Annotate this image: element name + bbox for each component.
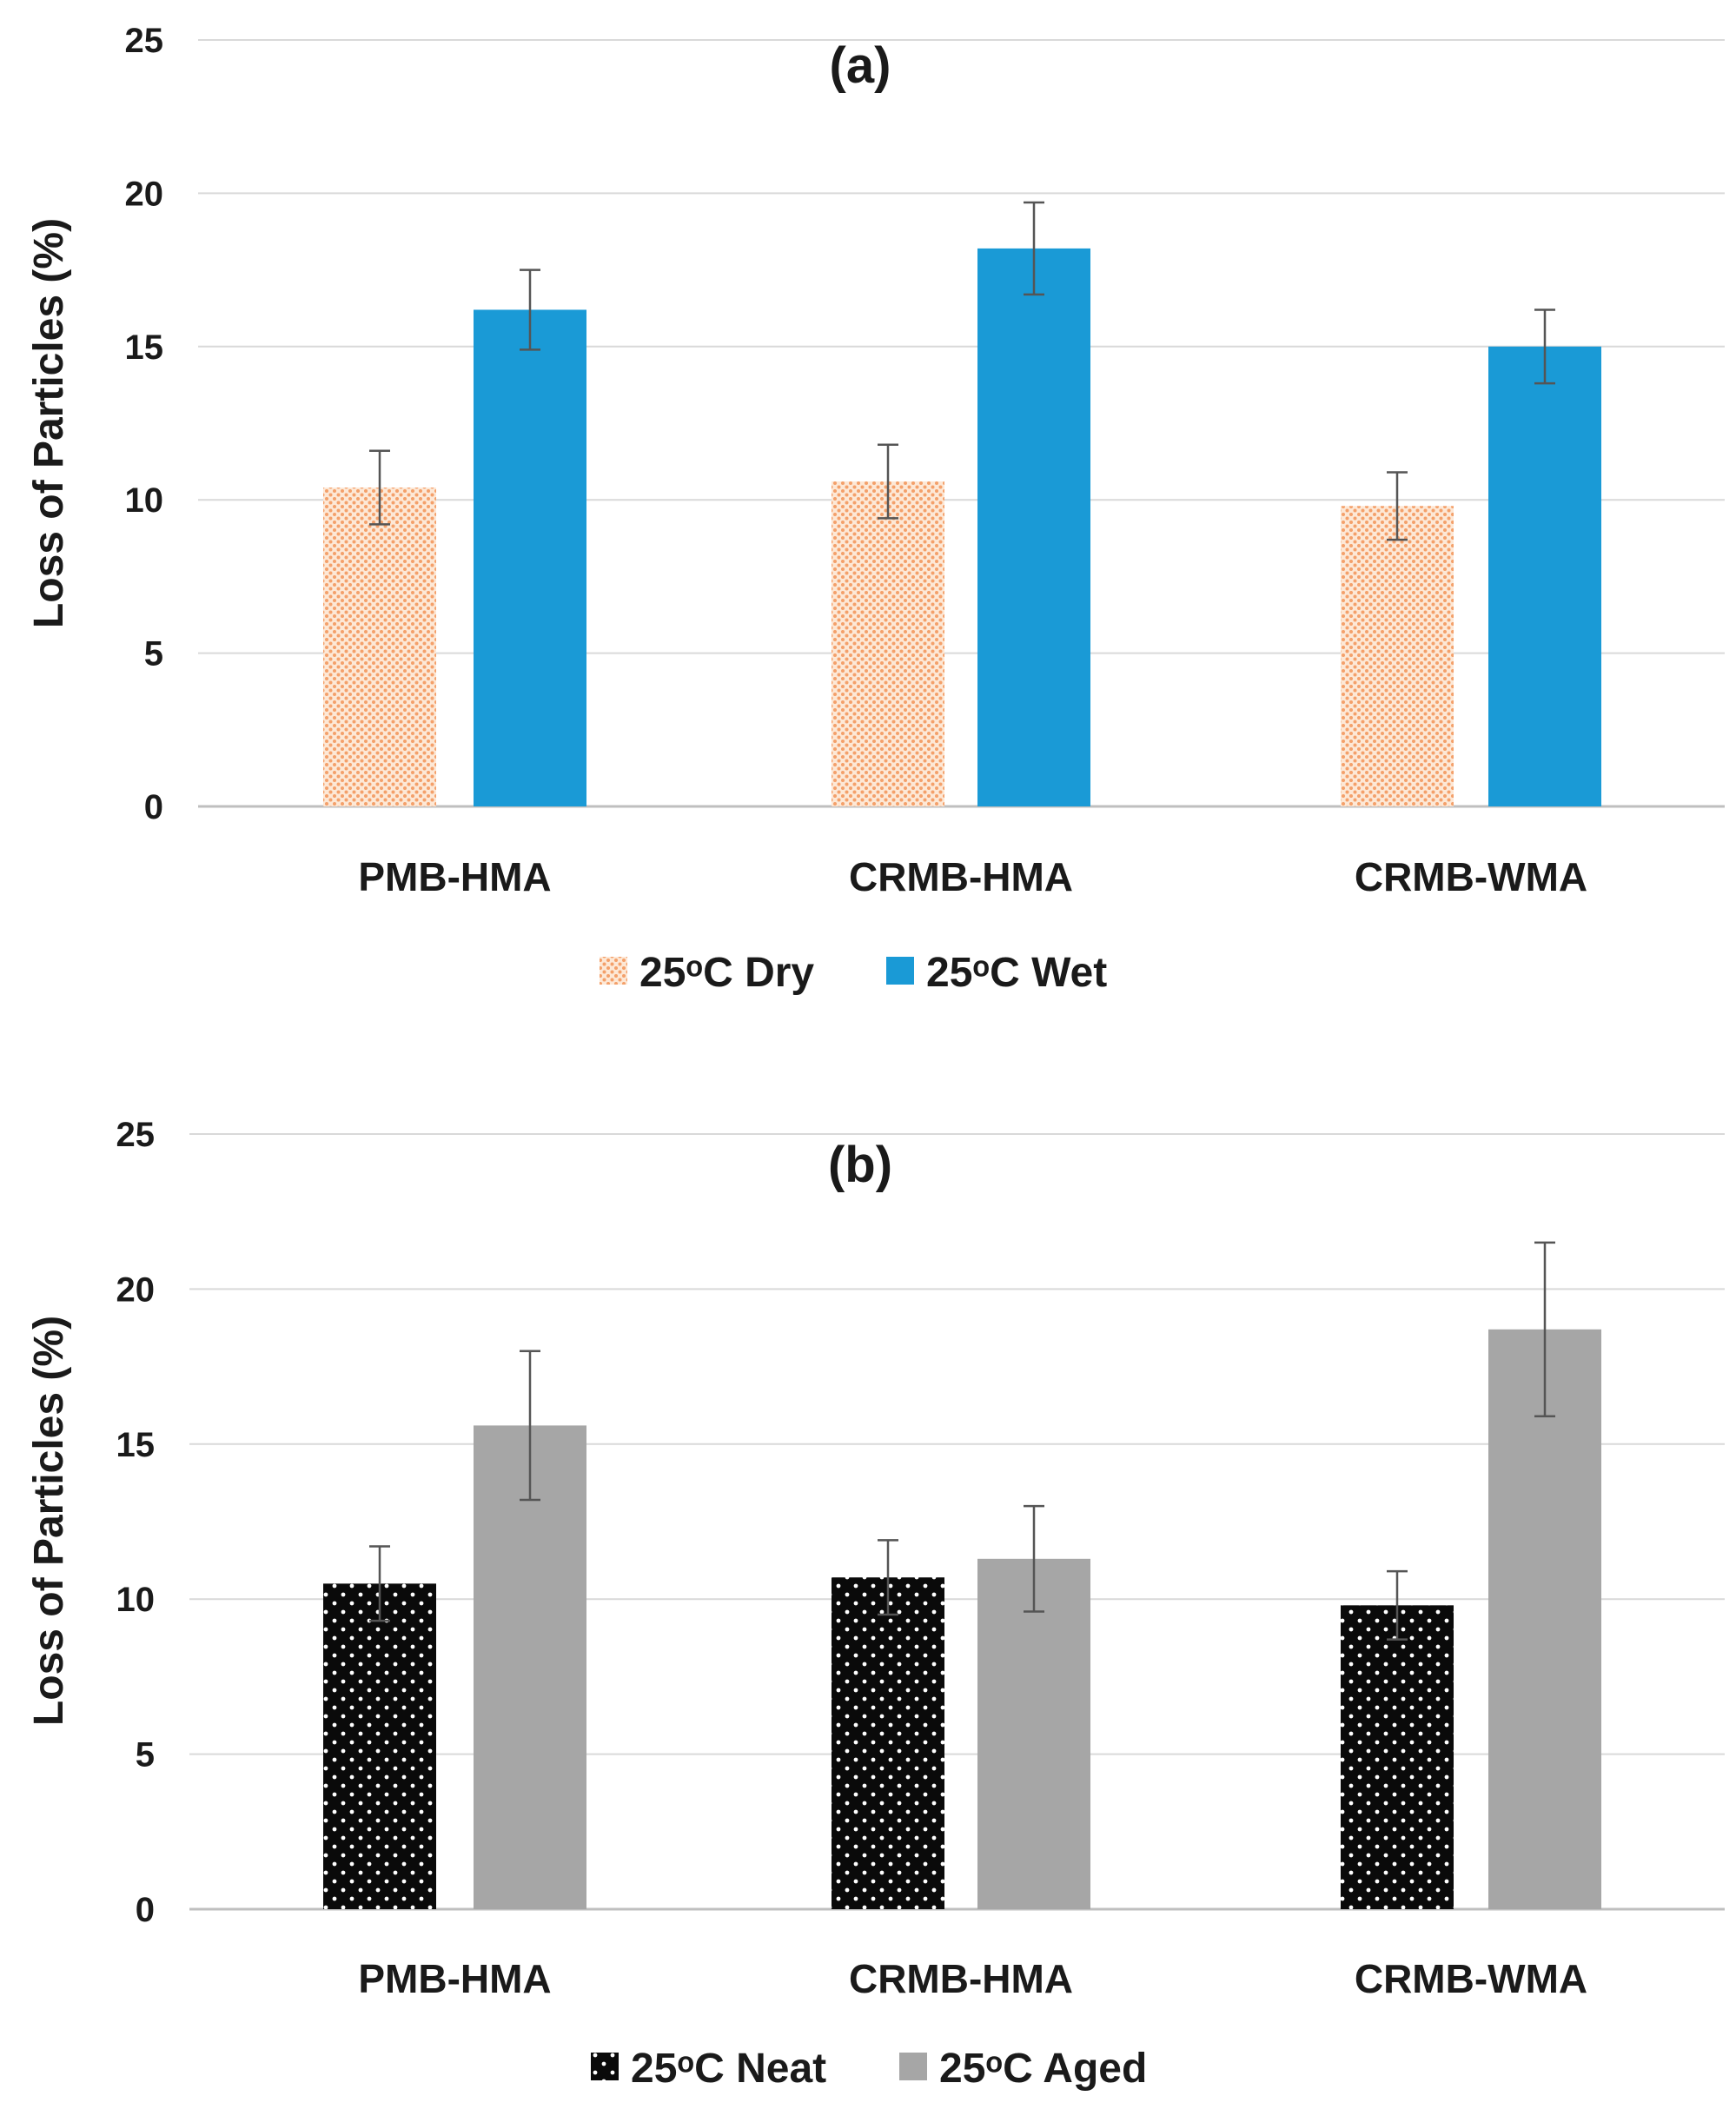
y-tick-label: 0 [144,788,163,826]
chart-b: 0 5 10 15 20 25 (b) Loss of Particles (%) PMB-HM… [26,1116,1725,2092]
y-tick-label: 10 [125,481,164,520]
error-bar [1024,201,1044,296]
y-tick-label: 15 [116,1426,156,1464]
error-bar [1387,1569,1408,1641]
legend-label: 25ᵒC Dry [639,950,814,996]
legend-swatch-aged [899,2053,927,2080]
bar-aged-0 [474,1425,586,1909]
y-tick-label: 20 [125,175,164,213]
legend-swatch-wet [886,957,914,985]
x-tick-label: CRMB-WMA [1355,854,1587,899]
x-tick-label: CRMB-WMA [1355,1956,1587,2001]
x-tick-label: CRMB-HMA [849,854,1073,899]
chart-title: (a) [830,37,891,94]
y-tick-label: 25 [125,22,164,60]
legend-label: 25ᵒC Wet [926,950,1107,996]
error-bar [1534,308,1555,385]
y-tick-label: 15 [125,328,164,367]
error-bar [520,1350,540,1502]
error-bar [1387,471,1408,541]
y-tick-label: 25 [116,1116,156,1154]
legend-label: 25ᵒC Neat [631,2046,826,2092]
legend-swatch-dry [600,957,627,985]
bar-neat-1 [832,1577,944,1909]
chart-title: (b) [828,1137,892,1193]
y-tick-label: 5 [136,1736,155,1774]
y-axis-label: Loss of Particles (%) [26,1316,72,1726]
legend-label: 25ᵒC Aged [939,2046,1147,2092]
x-tick-label: CRMB-HMA [849,1956,1073,2001]
x-tick-label: PMB-HMA [358,854,551,899]
legend-swatch-neat [591,2053,619,2080]
y-tick-label: 10 [116,1581,156,1619]
x-tick-label: PMB-HMA [358,1956,551,2001]
error-bar [369,449,390,526]
y-axis-label: Loss of Particles (%) [26,218,72,628]
error-bar [1024,1504,1044,1613]
bar-aged-2 [1488,1329,1601,1909]
error-bar [1534,1241,1555,1417]
y-tick-label: 0 [136,1891,155,1929]
bar-aged-1 [977,1558,1090,1909]
bar-dry-2 [1341,506,1454,806]
error-bar [878,1539,898,1616]
error-bar [520,269,540,351]
bar-neat-0 [323,1583,436,1909]
bar-neat-2 [1341,1605,1454,1909]
y-tick-label: 20 [116,1270,156,1309]
bar-dry-1 [832,481,944,806]
bar-wet-0 [474,309,586,806]
chart-a: 0 5 10 15 20 25 (a) Loss of Particles (%) PMB-HM… [26,22,1725,996]
error-bar [878,443,898,520]
bar-wet-1 [977,248,1090,806]
y-tick-label: 5 [144,635,163,673]
bar-dry-0 [323,488,436,806]
error-bar [369,1545,390,1622]
bar-wet-2 [1488,346,1601,806]
